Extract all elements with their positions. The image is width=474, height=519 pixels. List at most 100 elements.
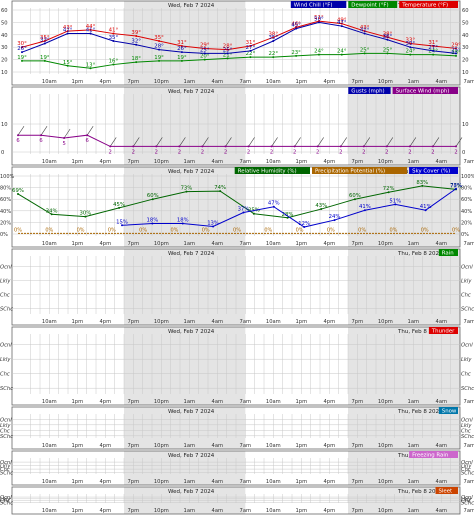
data-label: 22° — [246, 51, 256, 57]
wind-barb — [156, 137, 163, 147]
date-label: Thu, Feb 8 2024 — [397, 251, 443, 257]
hour-label: 1pm — [296, 319, 308, 325]
data-point — [421, 184, 424, 187]
hour-label: 1am — [408, 319, 420, 325]
panel-frame — [11, 406, 461, 450]
data-point — [247, 145, 250, 148]
hour-label: 10am — [266, 479, 281, 485]
hour-label: 10am — [42, 159, 57, 165]
y-tick-label: 80% — [461, 186, 472, 192]
data-point — [63, 137, 66, 139]
y-tick-label: 10 — [1, 70, 8, 76]
data-point — [409, 53, 412, 56]
y-tick-label: 10 — [462, 70, 469, 76]
data-point — [386, 36, 389, 39]
row-label: SChc — [461, 471, 474, 477]
legend-box — [438, 249, 458, 256]
data-label: 26° — [177, 46, 187, 52]
data-label: 33° — [406, 37, 416, 43]
data-point — [181, 222, 184, 225]
hour-label: 1pm — [296, 241, 308, 247]
y-tick-label: 0% — [461, 232, 469, 238]
hour-label: 4pm — [324, 241, 336, 247]
wind-barb — [271, 137, 278, 147]
hour-label: 10pm — [154, 443, 169, 449]
data-point — [293, 145, 296, 148]
data-label: 35° — [268, 35, 278, 41]
data-label: 18% — [177, 218, 189, 224]
hour-label: 4pm — [324, 399, 336, 405]
data-label: 2 — [132, 149, 135, 155]
series-line — [22, 52, 457, 69]
data-label: 41° — [86, 28, 96, 34]
data-label: 25° — [200, 47, 210, 53]
y-tick-label: 60% — [461, 197, 472, 203]
hour-label: 4pm — [324, 159, 336, 165]
data-point — [409, 46, 412, 49]
wind-barb — [86, 126, 94, 136]
hour-label: 4pm — [100, 399, 112, 405]
row-label: Lkly — [461, 423, 472, 429]
data-point — [252, 212, 255, 215]
data-label: 33° — [40, 37, 50, 43]
data-point — [295, 54, 298, 57]
hour-label: 7am — [240, 241, 252, 247]
hour-label: 1pm — [296, 79, 308, 85]
data-label: 2 — [431, 149, 434, 155]
data-point — [363, 209, 366, 212]
hour-label: 4pm — [324, 79, 336, 85]
data-point — [203, 52, 206, 55]
date-label: Thu, Feb 8 2024 — [397, 409, 443, 415]
hour-label: 1am — [184, 399, 196, 405]
data-point — [340, 22, 343, 25]
hour-label: 7am — [464, 159, 474, 165]
data-label: 0% — [296, 227, 304, 233]
y-tick-label: 50 — [1, 20, 8, 26]
data-point — [386, 52, 389, 55]
data-point — [180, 44, 183, 47]
y-tick-label: 40 — [1, 33, 8, 39]
data-point — [363, 32, 366, 35]
legend-box — [399, 1, 458, 8]
data-label: 18° — [131, 56, 141, 62]
data-point — [226, 52, 229, 55]
hour-label: 10pm — [378, 399, 393, 405]
row-label: Lkly — [461, 278, 472, 284]
date-label: Wed, Feb 7 2024 — [168, 251, 215, 257]
data-label: 0% — [358, 227, 366, 233]
legend-label: Snow — [442, 409, 457, 415]
data-label: 27° — [246, 45, 256, 51]
hour-label: 7pm — [352, 508, 364, 514]
legend-label: Precipitation Potential (%) — [315, 169, 385, 175]
legend-box — [409, 451, 458, 458]
data-point — [17, 134, 19, 137]
legend-box — [435, 487, 458, 494]
hour-label: 1am — [408, 79, 420, 85]
y-tick-label: 0% — [0, 232, 8, 238]
legend-label: Freezing Rain — [412, 453, 448, 459]
data-label: 47% — [268, 201, 280, 207]
data-point — [132, 145, 135, 148]
hour-label: 4pm — [100, 241, 112, 247]
data-point — [272, 40, 275, 42]
y-tick-label: 80% — [0, 186, 11, 192]
hour-label: 10pm — [378, 79, 393, 85]
data-label: 2 — [362, 149, 365, 155]
data-point — [118, 206, 121, 209]
data-point — [201, 145, 204, 148]
data-point — [455, 187, 457, 190]
data-label: 30° — [406, 41, 416, 47]
hour-label: 1am — [408, 399, 420, 405]
row-label: Ocnl — [461, 417, 473, 423]
data-label: 73% — [181, 186, 193, 192]
row-label: SChc — [0, 386, 13, 392]
hour-label: 7pm — [128, 479, 140, 485]
data-point — [295, 27, 298, 30]
hour-label: 1am — [408, 443, 420, 449]
row-label: Ocnl — [0, 495, 12, 501]
data-point — [317, 53, 320, 56]
data-label: 2 — [270, 149, 273, 155]
date-label: Wed, Feb 7 2024 — [168, 329, 215, 335]
hour-label: 10am — [266, 79, 281, 85]
data-point — [224, 145, 227, 148]
